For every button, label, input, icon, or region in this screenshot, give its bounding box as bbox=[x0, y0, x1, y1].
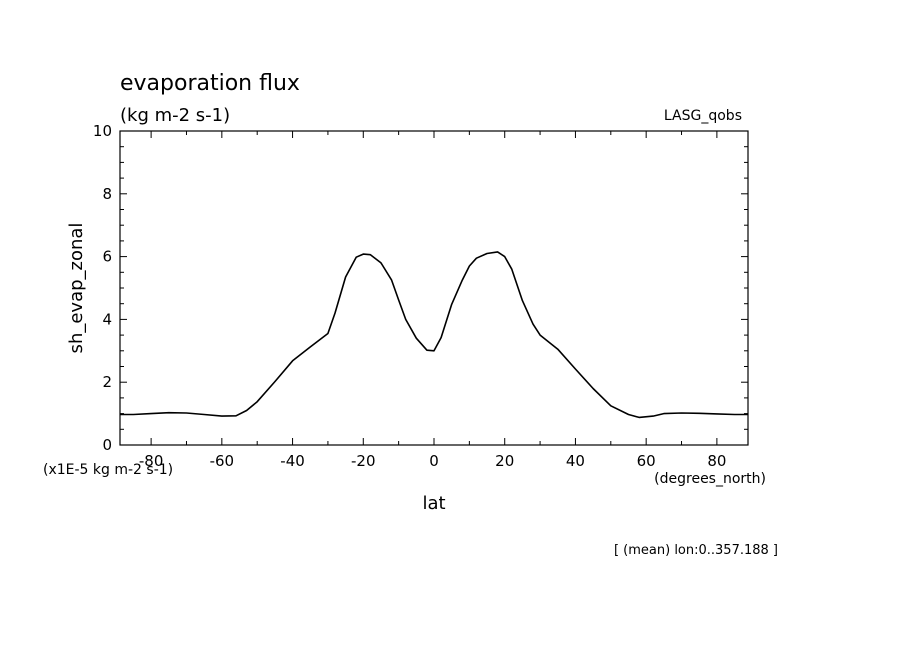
chart-title: evaporation flux bbox=[120, 71, 300, 96]
x-tick-labels: -80 -60 -40 -20 0 20 40 60 80 bbox=[139, 452, 727, 470]
y-tick-label: 4 bbox=[102, 310, 112, 328]
x-tick-label: 60 bbox=[637, 452, 656, 470]
x-axis-ticks bbox=[150, 131, 718, 445]
x-axis-units: (degrees_north) bbox=[654, 471, 766, 487]
x-tick-label: -20 bbox=[351, 452, 376, 470]
y-tick-label: 6 bbox=[102, 248, 112, 266]
plot-frame bbox=[119, 130, 749, 446]
dataset-label: LASG_qobs bbox=[664, 108, 742, 124]
x-tick-label: 80 bbox=[707, 452, 726, 470]
x-tick-label: -40 bbox=[280, 452, 305, 470]
series-line bbox=[120, 251, 748, 419]
y-tick-label: 10 bbox=[93, 122, 112, 140]
y-tick-label: 2 bbox=[102, 373, 112, 391]
y-scale-note: (x1E-5 kg m-2 s-1) bbox=[43, 462, 173, 478]
y-tick-label: 0 bbox=[102, 436, 112, 454]
x-tick-label: 0 bbox=[429, 452, 439, 470]
y-axis-ticks bbox=[120, 130, 748, 446]
footer-note: [ (mean) lon:0..357.188 ] bbox=[614, 543, 778, 558]
x-tick-label: -80 bbox=[139, 452, 164, 470]
x-tick-label: 40 bbox=[566, 452, 585, 470]
y-tick-labels: 0 2 4 6 8 10 bbox=[93, 122, 112, 454]
x-tick-label: -60 bbox=[210, 452, 235, 470]
x-axis-label: lat bbox=[422, 493, 445, 514]
y-tick-label: 8 bbox=[102, 185, 112, 203]
chart-subtitle: (kg m-2 s-1) bbox=[120, 105, 230, 126]
x-tick-label: 20 bbox=[495, 452, 514, 470]
y-axis-label: sh_evap_zonal bbox=[66, 223, 87, 354]
series-group bbox=[120, 251, 748, 419]
